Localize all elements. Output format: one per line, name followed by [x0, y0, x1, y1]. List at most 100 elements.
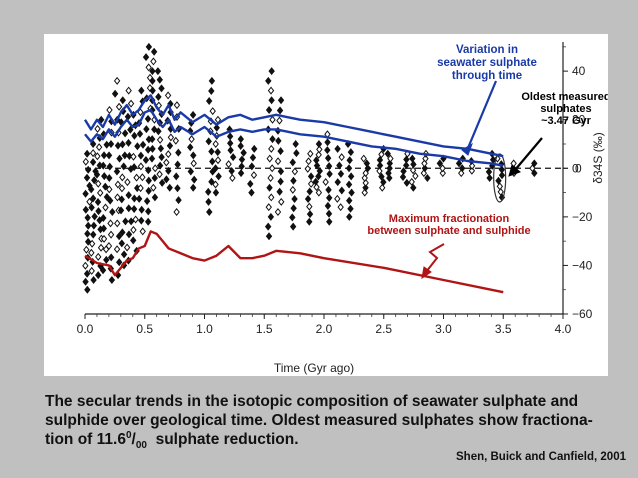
data-point — [277, 147, 284, 156]
data-point — [250, 171, 258, 180]
data-point — [151, 173, 158, 183]
data-point — [108, 275, 116, 285]
data-point — [315, 188, 323, 197]
data-point — [145, 207, 152, 216]
data-point — [190, 151, 197, 160]
data-point — [85, 165, 92, 174]
data-point — [275, 136, 282, 145]
caption-line-3-post: sulphate reduction. — [146, 431, 299, 448]
data-point — [85, 221, 92, 230]
data-point — [105, 151, 113, 160]
data-point — [136, 129, 144, 138]
data-point — [100, 151, 108, 160]
data-point — [175, 148, 182, 157]
data-point — [276, 106, 284, 115]
data-point — [125, 204, 132, 213]
data-point — [122, 217, 129, 226]
data-point — [166, 141, 174, 150]
data-point — [114, 219, 121, 228]
data-point — [422, 154, 429, 163]
annotation-fractionation-arrowhead — [421, 266, 432, 280]
data-point — [84, 213, 91, 222]
data-point — [208, 86, 215, 95]
data-point — [119, 96, 126, 105]
annotation-oldest-arrowhead — [508, 164, 521, 177]
data-point — [410, 160, 417, 169]
data-point — [158, 153, 165, 162]
data-point — [158, 178, 166, 187]
caption-line-1: The secular trends in the isotopic compo… — [45, 393, 579, 410]
data-point — [205, 197, 212, 206]
data-point — [410, 183, 417, 192]
data-point — [89, 149, 97, 158]
data-point — [173, 172, 180, 181]
data-point — [190, 159, 197, 168]
data-point — [101, 172, 108, 181]
data-point — [150, 183, 157, 192]
data-point — [289, 158, 296, 167]
y-tick-label: 0 — [572, 161, 579, 175]
data-point — [315, 172, 322, 181]
data-point — [138, 205, 145, 214]
data-point — [149, 144, 156, 153]
data-point — [132, 215, 139, 224]
data-point — [387, 154, 394, 163]
data-point — [151, 125, 158, 134]
annotation-fractionation-arrow — [425, 243, 445, 273]
data-point — [103, 255, 110, 264]
data-point — [109, 207, 116, 217]
data-point — [403, 155, 410, 164]
data-point — [376, 155, 384, 164]
data-point — [268, 193, 275, 202]
annotation-sulphate-arrow — [466, 80, 498, 149]
data-point — [103, 193, 111, 202]
annotation-sulphate-arrowhead — [461, 142, 473, 156]
data-point — [106, 162, 113, 171]
data-point — [98, 115, 105, 124]
data-point — [468, 166, 476, 175]
data-point — [107, 139, 115, 149]
data-point — [306, 187, 313, 196]
data-point — [225, 160, 232, 169]
data-point — [145, 186, 152, 195]
data-point — [107, 253, 115, 262]
data-point — [266, 183, 273, 192]
data-point — [267, 212, 275, 221]
data-point — [237, 141, 244, 150]
data-point — [145, 166, 152, 175]
data-point — [304, 164, 311, 173]
data-point — [277, 177, 284, 186]
data-point — [150, 47, 158, 56]
data-point — [156, 75, 163, 84]
annotation-oldest-text: Oldest measured — [521, 91, 608, 103]
data-point — [116, 154, 123, 163]
data-point — [403, 178, 411, 187]
data-point — [115, 102, 123, 111]
data-point — [346, 156, 353, 165]
data-point — [498, 171, 506, 180]
data-point — [498, 165, 506, 174]
data-point — [172, 136, 180, 145]
data-point — [158, 84, 165, 93]
data-point — [378, 172, 385, 181]
data-point — [380, 178, 387, 187]
data-point — [326, 217, 333, 226]
data-point — [189, 183, 197, 192]
data-point — [144, 145, 152, 154]
data-point — [212, 188, 220, 197]
y-tick-label: −20 — [572, 210, 593, 224]
data-point — [529, 164, 536, 173]
data-point — [268, 144, 275, 153]
data-point — [324, 201, 332, 210]
data-point — [362, 183, 369, 192]
y-tick-label: 0 — [575, 161, 582, 175]
data-point — [360, 154, 367, 163]
annotation-sulphate-text: seawater sulphate — [437, 57, 537, 69]
data-point — [120, 162, 127, 171]
series-line-upper-line — [83, 94, 504, 158]
data-point — [187, 167, 194, 176]
data-point — [247, 179, 254, 188]
data-point — [139, 173, 146, 182]
data-point — [214, 148, 221, 157]
data-point — [107, 219, 114, 228]
